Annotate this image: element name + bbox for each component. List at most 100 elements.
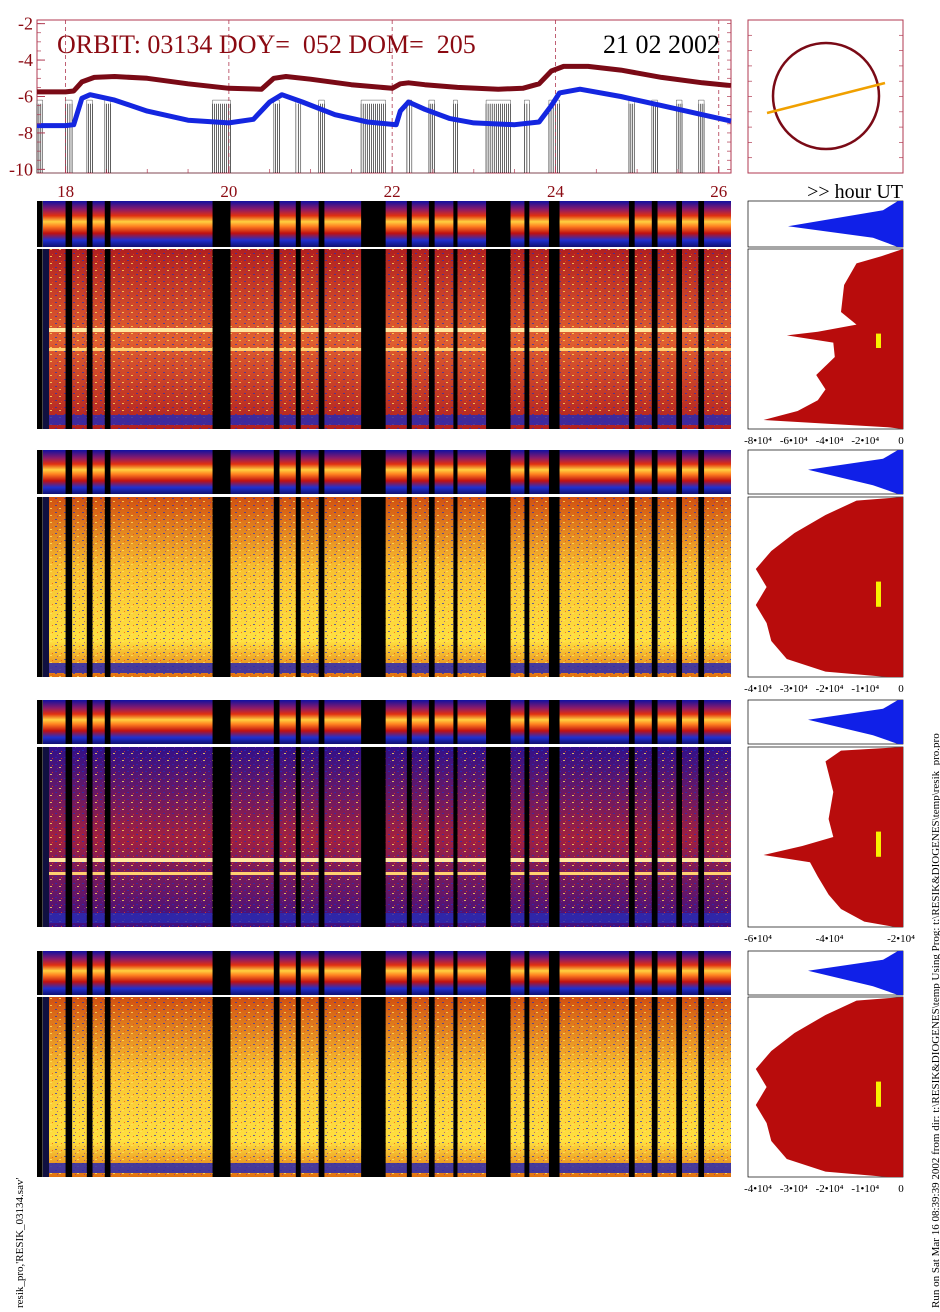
band-1-bottom-strip [43,415,731,425]
band-3-main-histogram: -6•10⁴ -4•10⁴ -2•10⁴ [744,746,915,945]
band-gap-mini [524,201,530,247]
band-gap-mini [628,951,635,995]
hist-tick-label-1: -4•10⁴ [816,933,844,945]
band-gap-main [676,249,683,429]
band-gap-main [65,249,73,429]
band-gap-main [548,497,560,677]
mini-hist-area [808,951,903,995]
band-gap-main [65,497,73,677]
lightcurve-series [37,63,732,129]
band-gap-main [524,249,530,429]
band-gap-mini [273,951,280,995]
band-gap-mini [295,951,301,995]
band-gap-main [698,997,705,1177]
band-gap-main [548,997,560,1177]
band-gap-mini [212,450,231,494]
band-gap-main [318,997,325,1177]
band-gap-main [104,997,111,1177]
band-gap-main [486,497,511,677]
band-gap-main [651,497,658,677]
caption-source-file: resik_pro,'RESIK_03134.sav' [14,1177,26,1308]
hist-tick-label-0: -8•10⁴ [744,435,772,447]
band-gap-main [273,497,280,677]
band-1-noise [43,249,731,429]
band-gap-mini [318,951,325,995]
band-gap-mini [676,450,683,494]
main-hist-area [755,997,903,1177]
hist-tick-label-1: -6•10⁴ [780,435,808,447]
band-gap-mini [548,951,560,995]
band-gap-mini [676,700,683,744]
band-gap-mini [548,450,560,494]
band-gap-mini [273,201,280,247]
band-gap-mini [428,201,435,247]
band-gap-mini [698,700,705,744]
band-gap-mini [486,201,511,247]
band-gap-mini [86,951,93,995]
band-gap-main [651,747,658,927]
band-gap-main [273,997,280,1177]
y-tick-label-0: -2 [18,14,33,34]
band-gap-main [524,997,530,1177]
band-gap-mini [86,450,93,494]
hist-tick-label-1: -3•10⁴ [780,683,808,695]
band-gap-mini [318,201,325,247]
band-gap-mini [486,951,511,995]
band-gap-main [676,747,683,927]
band-gap-mini [37,951,43,995]
band-gap-mini [406,450,412,494]
spectrogram-band-4: -4•10⁴ -3•10⁴ -2•10⁴ -1•10⁴ 0 [37,950,904,1195]
band-2-bottom-strip [43,663,731,673]
caption-run-info: Run on Sat Mar 16 08:39:39 2002 from dir… [930,733,940,1308]
band-1-emission-line-2 [43,348,731,351]
band-gap-mini [273,450,280,494]
band-gap-main [486,747,511,927]
spectrogram-band-2: -4•10⁴ -3•10⁴ -2•10⁴ -1•10⁴ 0 [37,449,904,695]
main-hist-area [755,497,903,677]
band-gap-main [698,497,705,677]
hist-tick-label-2: -2•10⁴ [887,933,915,945]
band-gap-main [273,747,280,927]
x-tick-label-2: 22 [384,182,401,201]
band-gap-main [65,747,73,927]
band-gap-mini [104,201,111,247]
band-gap-mini [698,450,705,494]
band-gap-mini [651,951,658,995]
band-gap-main [361,497,386,677]
y-tick-label-4: -10 [9,159,33,179]
band-gap-mini [295,700,301,744]
band-gap-main [361,997,386,1177]
band-gap-mini [104,450,111,494]
band-2-noise [43,497,731,677]
band-gap-mini [361,201,386,247]
band-gap-mini [453,700,458,744]
band-1-mini-strip [43,201,731,247]
band-gap-mini [361,951,386,995]
band-gap-mini [37,450,43,494]
band-gap-mini [628,700,635,744]
hist-marker [876,581,881,607]
band-gap-mini [548,700,560,744]
hist-marker [876,333,881,348]
hist-tick-label-3: -1•10⁴ [851,683,879,695]
band-gap-mini [86,700,93,744]
band-3-mini-strip [43,700,731,744]
hist-tick-label-3: -2•10⁴ [851,435,879,447]
hist-marker [876,1081,881,1107]
band-gap-mini [628,201,635,247]
band-gap-main [628,997,635,1177]
band-3-bottom-strip [43,913,731,923]
band-gap-main [548,747,560,927]
band-gap-mini [406,201,412,247]
band-gap-mini [65,700,73,744]
band-gap-mini [453,450,458,494]
band-gap-main [37,249,43,429]
orbit-geometry-panel [747,19,904,174]
band-gap-main [212,249,231,429]
band-gap-mini [524,450,530,494]
band-gap-mini [212,951,231,995]
band-gap-main [86,997,93,1177]
band-gap-main [628,249,635,429]
x-tick-label-1: 20 [220,182,237,201]
band-gap-main [698,747,705,927]
